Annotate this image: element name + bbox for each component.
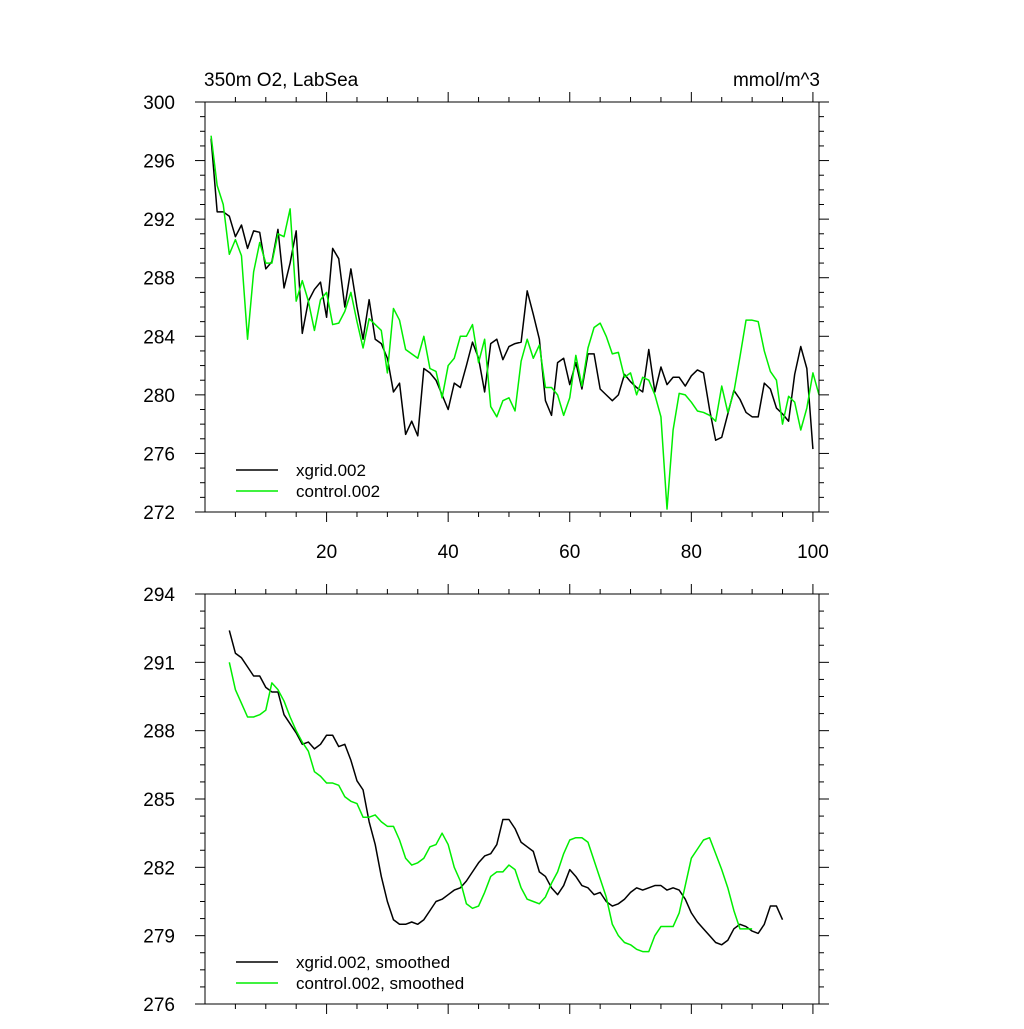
y-tick-label: 296 xyxy=(143,152,175,173)
x-tick-label: 100 xyxy=(797,542,829,563)
y-tick-label: 284 xyxy=(143,327,175,348)
y-tick-label: 288 xyxy=(143,722,175,743)
x-tick-label: 40 xyxy=(438,542,459,563)
top-panel-series xyxy=(210,135,820,510)
x-tick-label: 80 xyxy=(681,542,702,563)
series-line-xgrid-002-smoothed xyxy=(228,630,784,946)
y-tick-label: 292 xyxy=(143,210,175,231)
legend-label-control: control.002 xyxy=(296,482,380,501)
bottom-panel: 276 279 282 285 288 291 294 xgrid.002, smoothe… xyxy=(143,584,829,1016)
y-tick-label: 288 xyxy=(143,269,175,290)
y-tick-label: 291 xyxy=(143,653,175,674)
y-tick-label: 276 xyxy=(143,995,175,1016)
y-tick-label: 276 xyxy=(143,444,175,465)
top-legend: xgrid.002 control.002 xyxy=(236,461,380,501)
x-tick-label: 20 xyxy=(316,542,337,563)
y-tick-label: 279 xyxy=(143,927,175,948)
bottom-legend: xgrid.002, smoothed control.002, smoothe… xyxy=(236,953,464,993)
y-tick-label: 285 xyxy=(143,790,175,811)
series-line-control-002-smoothed xyxy=(228,662,753,953)
y-tick-label: 294 xyxy=(143,585,175,606)
top-panel: 350m O2, LabSea mmol/m^3 20 40 60 80 1002722… xyxy=(143,70,829,563)
bottom-panel-series xyxy=(228,630,784,953)
top-plot-frame xyxy=(204,101,820,513)
units-label: mmol/m^3 xyxy=(733,70,820,91)
y-tick-label: 272 xyxy=(143,503,175,524)
y-tick-label: 300 xyxy=(143,93,175,114)
legend-label-control-smoothed: control.002, smoothed xyxy=(296,974,464,993)
y-tick-label: 282 xyxy=(143,858,175,879)
bottom-panel-ticks: 276 279 282 285 288 291 294 xyxy=(143,584,829,1016)
legend-label-xgrid-smoothed: xgrid.002, smoothed xyxy=(296,953,450,972)
x-tick-label: 60 xyxy=(559,542,580,563)
y-tick-label: 280 xyxy=(143,386,175,407)
series-line-xgrid-002 xyxy=(210,138,814,450)
top-panel-ticks: 20 40 60 80 100 272 276 280 284 288 292 296 300 xyxy=(143,92,829,563)
legend-label-xgrid: xgrid.002 xyxy=(296,461,366,480)
bottom-plot-frame xyxy=(204,593,820,1005)
series-line-control-002 xyxy=(210,135,820,510)
chart-title: 350m O2, LabSea xyxy=(204,70,359,91)
